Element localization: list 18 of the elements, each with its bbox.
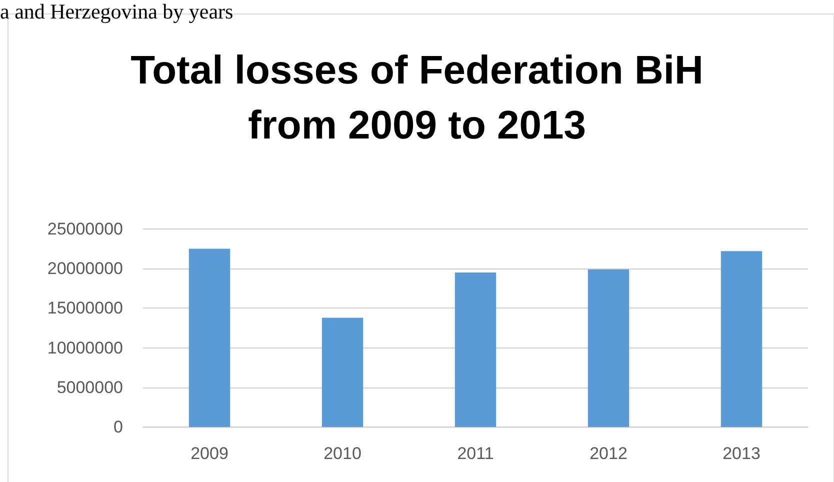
x-tick-label: 2009 (190, 444, 228, 463)
y-tick-label: 20000000 (47, 259, 123, 278)
text: a and Herzegovina by years (0, 0, 234, 24)
y-tick-label: 5000000 (56, 378, 123, 397)
y-tick-label: 0 (114, 418, 123, 436)
y-tick-label: 15000000 (47, 298, 123, 318)
x-tick-label: 2013 (722, 444, 760, 463)
bar (188, 248, 230, 427)
bar (720, 251, 762, 427)
bar (322, 318, 364, 427)
bar (454, 272, 496, 427)
x-tick-label: 2012 (590, 444, 628, 463)
x-tick-label: 2010 (324, 444, 362, 463)
bar (588, 269, 630, 427)
y-tick-label: 10000000 (47, 338, 123, 358)
x-tick-label: 2011 (457, 444, 494, 463)
chart-title: Total losses of Federation BiH from 2009 to 2013 (130, 48, 704, 148)
y-tick-label: 25000000 (47, 220, 123, 238)
